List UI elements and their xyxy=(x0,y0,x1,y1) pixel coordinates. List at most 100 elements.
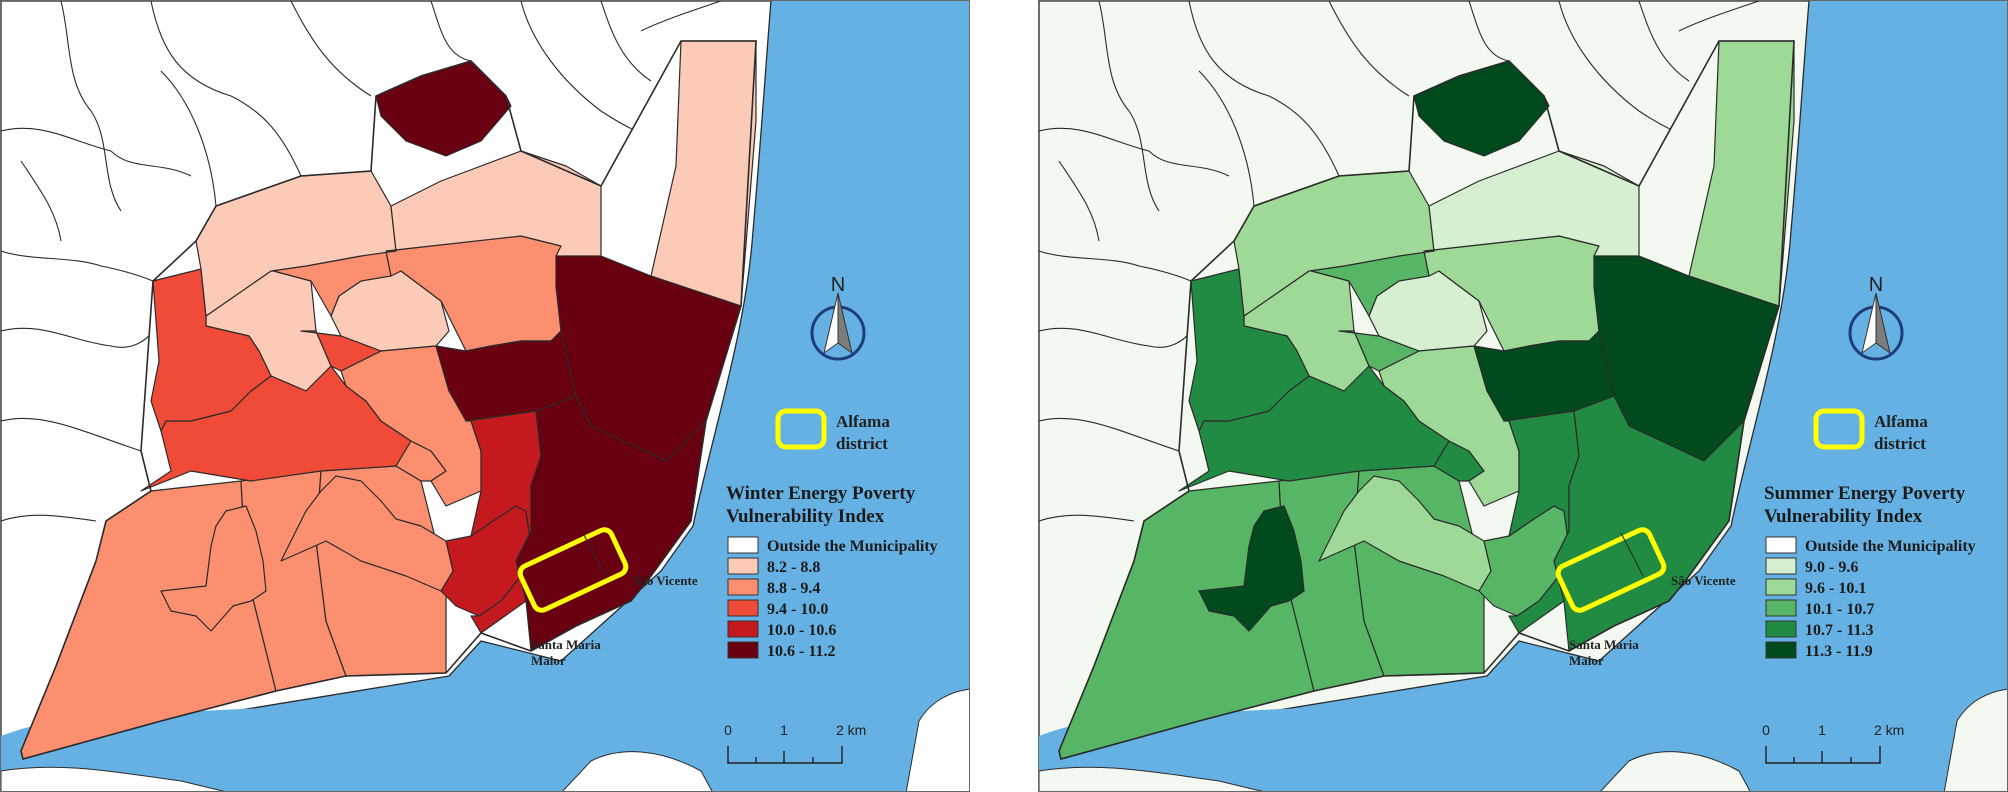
legend-entry-label: Outside the Municipality xyxy=(1805,538,1976,555)
legend-title: Vulnerability Index xyxy=(1764,506,1923,527)
freguesia-region xyxy=(280,475,454,592)
north-arrow-icon xyxy=(810,292,866,361)
scale-tick-label: 1 xyxy=(1818,722,1826,738)
outside-boundary-line xyxy=(1,514,97,522)
legend-entry-label: Outside the Municipality xyxy=(767,538,938,555)
alfama-legend-label: Alfama xyxy=(1874,412,1928,431)
outside-boundary-line xyxy=(1198,70,1255,207)
legend-entry-label: 8.8 - 9.4 xyxy=(767,580,820,597)
alfama-legend-box xyxy=(775,408,827,450)
outside-boundary-line xyxy=(1328,1,1410,97)
outside-boundary-line xyxy=(1039,514,1135,522)
winter-vulnerability-map: São Vicente Santa Maria Maior N Alfama distri… xyxy=(0,0,970,792)
legend-swatch xyxy=(1765,641,1797,659)
legend-title: Winter Energy Poverty xyxy=(726,483,916,504)
legend-title: Vulnerability Index xyxy=(726,506,885,527)
outside-boundary-line xyxy=(1039,417,1180,452)
legend-entry-label: 9.4 - 10.0 xyxy=(767,601,828,618)
outside-boundary-line xyxy=(290,1,372,97)
outside-boundary-line xyxy=(1,417,142,452)
legend-swatch xyxy=(1765,536,1797,554)
south-bank-land xyxy=(562,751,713,791)
outside-boundary-line xyxy=(1098,1,1160,212)
legend-swatch xyxy=(727,578,759,596)
freguesia-region xyxy=(1198,505,1305,632)
legend-entry-label: 10.7 - 11.3 xyxy=(1805,622,1873,639)
outside-boundary-line xyxy=(1,250,154,282)
santa-maria-maior-label: Maior xyxy=(531,653,566,668)
legend-entry-label: 8.2 - 8.8 xyxy=(767,559,820,576)
north-label: N xyxy=(1869,274,1883,296)
outside-boundary-line xyxy=(1468,1,1510,62)
legend-entry-label: 10.6 - 11.2 xyxy=(767,643,835,660)
alfama-highlight-box xyxy=(517,527,629,613)
freguesia-region xyxy=(1473,330,1615,422)
alfama-legend-box xyxy=(1813,408,1865,450)
legend-swatch xyxy=(727,557,759,575)
scale-tick-label: 2 km xyxy=(1874,722,1904,738)
outside-boundary-line xyxy=(1039,127,1230,177)
outside-boundary-line xyxy=(20,160,62,242)
south-bank-land xyxy=(1600,751,1751,791)
freguesia-region xyxy=(150,268,272,432)
river-south-water xyxy=(1,707,720,791)
outside-boundary-line xyxy=(150,1,302,177)
legend-swatch xyxy=(1765,620,1797,638)
scale-tick-label: 0 xyxy=(1762,722,1770,738)
alfama-internal-border xyxy=(582,532,606,577)
east-bank-land xyxy=(1943,688,2007,791)
scale-tick-label: 0 xyxy=(724,722,732,738)
legend-swatch xyxy=(727,599,759,617)
santa-maria-maior-label: Maior xyxy=(1569,653,1604,668)
north-label: N xyxy=(831,274,845,296)
outside-boundary-line xyxy=(1,327,154,348)
north-arrow-icon xyxy=(1848,292,1904,361)
sao-vicente-label: São Vicente xyxy=(633,573,698,588)
scale-bar xyxy=(727,746,843,764)
freguesia-region xyxy=(1318,475,1492,592)
legend-entry-label: 9.0 - 9.6 xyxy=(1805,559,1858,576)
outside-boundary-line xyxy=(640,1,722,32)
legend-swatch xyxy=(1765,578,1797,596)
legend-entry-label: 11.3 - 11.9 xyxy=(1805,643,1873,660)
legend-entry-label: 10.1 - 10.7 xyxy=(1805,601,1874,618)
freguesia-region xyxy=(300,330,382,372)
legend-entry-label: 9.6 - 10.1 xyxy=(1805,580,1866,597)
alfama-highlight-box xyxy=(1555,527,1667,613)
outside-boundary-line xyxy=(1058,160,1100,242)
freguesia-region xyxy=(385,150,602,257)
south-bank-land xyxy=(1,766,225,791)
alfama-legend-label: district xyxy=(1874,434,1926,453)
outside-boundary-line xyxy=(160,70,217,207)
santa-maria-maior-label: Santa Maria xyxy=(1569,637,1639,652)
outside-boundary-line xyxy=(600,1,652,82)
summer-vulnerability-map: São Vicente Santa Maria Maior N Alfama distri… xyxy=(1038,0,2008,792)
outside-boundary-line xyxy=(430,1,472,62)
outside-boundary-line xyxy=(60,1,122,212)
municipality-boundary xyxy=(20,40,757,760)
outside-boundary-line xyxy=(1638,1,1690,82)
municipality-boundary xyxy=(1058,40,1795,760)
freguesia-region xyxy=(160,505,267,632)
legend-swatch xyxy=(1765,557,1797,575)
legend-swatch xyxy=(727,536,759,554)
sao-vicente-label: São Vicente xyxy=(1671,573,1736,588)
freguesia-region xyxy=(1188,268,1310,432)
freguesia-region xyxy=(1423,150,1640,257)
outside-boundary-line xyxy=(1678,1,1760,32)
south-bank-land xyxy=(1039,766,1263,791)
scale-bar xyxy=(1765,746,1881,764)
freguesia-region xyxy=(435,330,577,422)
freguesia-region xyxy=(1338,330,1420,372)
river-south-water xyxy=(1039,707,1758,791)
legend-swatch xyxy=(1765,599,1797,617)
legend-title: Summer Energy Poverty xyxy=(1764,483,1966,504)
legend-swatch xyxy=(727,641,759,659)
scale-tick-label: 2 km xyxy=(836,722,866,738)
legend-swatch xyxy=(727,620,759,638)
scale-tick-label: 1 xyxy=(780,722,788,738)
outside-boundary-line xyxy=(1039,327,1192,348)
east-bank-land xyxy=(905,688,969,791)
